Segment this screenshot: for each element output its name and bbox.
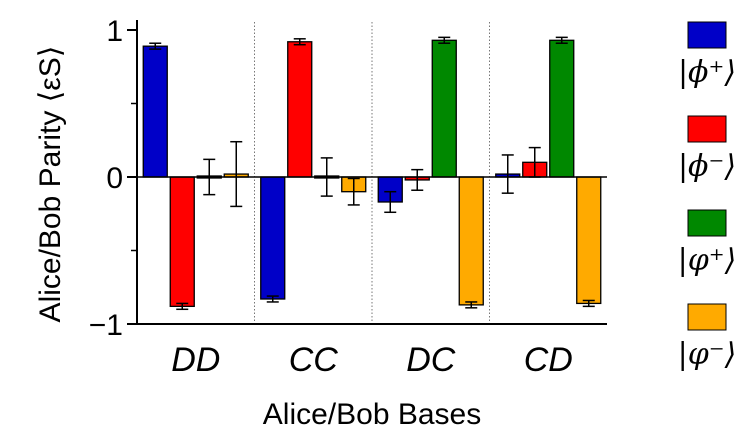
x-tick-label-cc: CC: [289, 341, 339, 379]
legend-label-4: |φ⁻⟩: [678, 337, 737, 372]
error-bar-dc-series-3: [438, 36, 451, 44]
bars-group: [142, 39, 602, 308]
x-tick-label-dd: DD: [171, 341, 220, 379]
error-bar-dd-series-2: [176, 302, 189, 311]
legend-swatch-3: [687, 209, 727, 237]
legend-swatch-2: [687, 115, 727, 143]
x-tick-label-dc: DC: [406, 341, 456, 379]
error-bar-dc-series-1: [384, 190, 397, 214]
x-axis-title: Alice/Bob Bases: [263, 398, 481, 431]
legend-label-2: |ϕ⁻⟩: [678, 149, 736, 184]
legend-swatch-4: [687, 303, 727, 331]
error-bar-cc-series-1: [266, 295, 279, 303]
error-bar-cd-series-4: [582, 299, 595, 308]
error-bar-cc-series-4: [347, 177, 360, 206]
bar-cd-series-4: [576, 176, 602, 305]
error-bar-dc-series-4: [465, 301, 478, 309]
legend-swatch-1: [687, 21, 727, 49]
bar-dc-series-4: [458, 176, 484, 306]
y-tick-label: 0: [106, 162, 123, 195]
error-bar-cd-series-1: [501, 154, 514, 194]
error-bar-dd-series-4: [230, 140, 243, 208]
bar-dd-series-2: [169, 176, 195, 308]
error-bar-dd-series-1: [149, 42, 162, 50]
error-bar-cd-series-3: [555, 36, 568, 44]
legend: |ϕ⁺⟩ |ϕ⁻⟩ |φ⁺⟩ |φ⁻⟩: [678, 21, 737, 372]
x-tick-label-cd: CD: [524, 341, 573, 379]
y-tick-label: 1: [106, 15, 123, 48]
error-bar-dc-series-2: [411, 168, 424, 191]
error-bar-cc-series-2: [293, 38, 306, 46]
axes-group: DD CC DC CD 1 0 −1: [89, 15, 607, 379]
bar-cc-series-1: [260, 176, 286, 300]
legend-label-1: |ϕ⁺⟩: [678, 55, 736, 90]
bar-cc-series-2: [287, 41, 313, 178]
bar-dd-series-1: [142, 45, 168, 178]
bar-cd-series-3: [549, 39, 575, 178]
y-tick-label: −1: [89, 309, 123, 342]
legend-label-3: |φ⁺⟩: [678, 243, 737, 278]
bar-dc-series-3: [431, 39, 457, 178]
y-axis-title: Alice/Bob Parity ⟨εS⟩: [34, 46, 67, 323]
